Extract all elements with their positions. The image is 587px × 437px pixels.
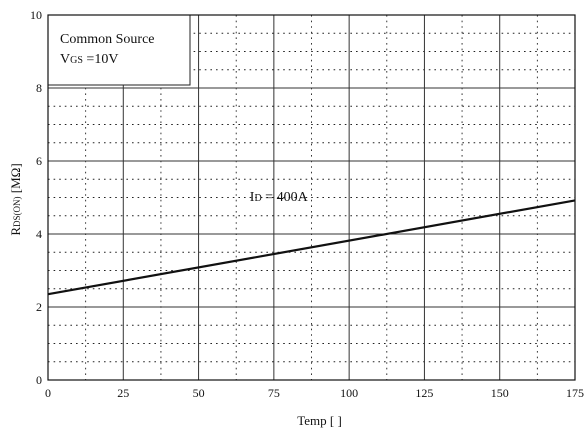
legend-line-vgs: VGS =10V (60, 52, 118, 67)
y-tick-label: 4 (36, 227, 42, 241)
x-tick-label: 175 (566, 386, 584, 400)
legend-line-common-source: Common Source (60, 32, 155, 47)
x-tick-label: 75 (268, 386, 280, 400)
y-axis-title-unit: [MΩ] (8, 163, 23, 196)
legend-box (47, 14, 191, 86)
y-tick-label: 10 (30, 8, 42, 22)
legend-vgs-main: V (60, 52, 70, 67)
annotation-id-main: I (250, 190, 255, 205)
legend-vgs-rest: =10V (83, 52, 119, 67)
y-tick-label: 6 (36, 154, 42, 168)
legend-vgs-sub: GS (70, 55, 83, 66)
annotation-id-400a: ID = 400A (250, 190, 309, 205)
minor-grid (48, 15, 575, 380)
annotation-id-sub: D (254, 193, 261, 204)
plot-frame (47, 14, 576, 381)
y-axis-title-main: R (8, 227, 23, 236)
y-tick-label: 2 (36, 300, 42, 314)
x-tick-labels: 0 25 50 75 100 125 150 175 (45, 386, 584, 400)
x-axis-title: Temp [ ] (297, 413, 342, 428)
x-tick-label: 100 (340, 386, 358, 400)
x-tick-label: 0 (45, 386, 51, 400)
x-tick-label: 25 (117, 386, 129, 400)
series-line-id-400a (47, 199, 576, 296)
x-tick-label: 150 (491, 386, 509, 400)
y-axis-title: RDS(ON) [MΩ] (8, 163, 23, 235)
x-tick-label: 50 (193, 386, 205, 400)
annotation-id-rest: = 400A (262, 190, 309, 205)
x-tick-label: 125 (415, 386, 433, 400)
y-tick-label: 0 (36, 373, 42, 387)
y-tick-labels: 0 2 4 6 8 10 (30, 8, 42, 387)
y-axis-title-sub: DS(ON) (12, 196, 22, 227)
y-tick-label: 8 (36, 81, 42, 95)
